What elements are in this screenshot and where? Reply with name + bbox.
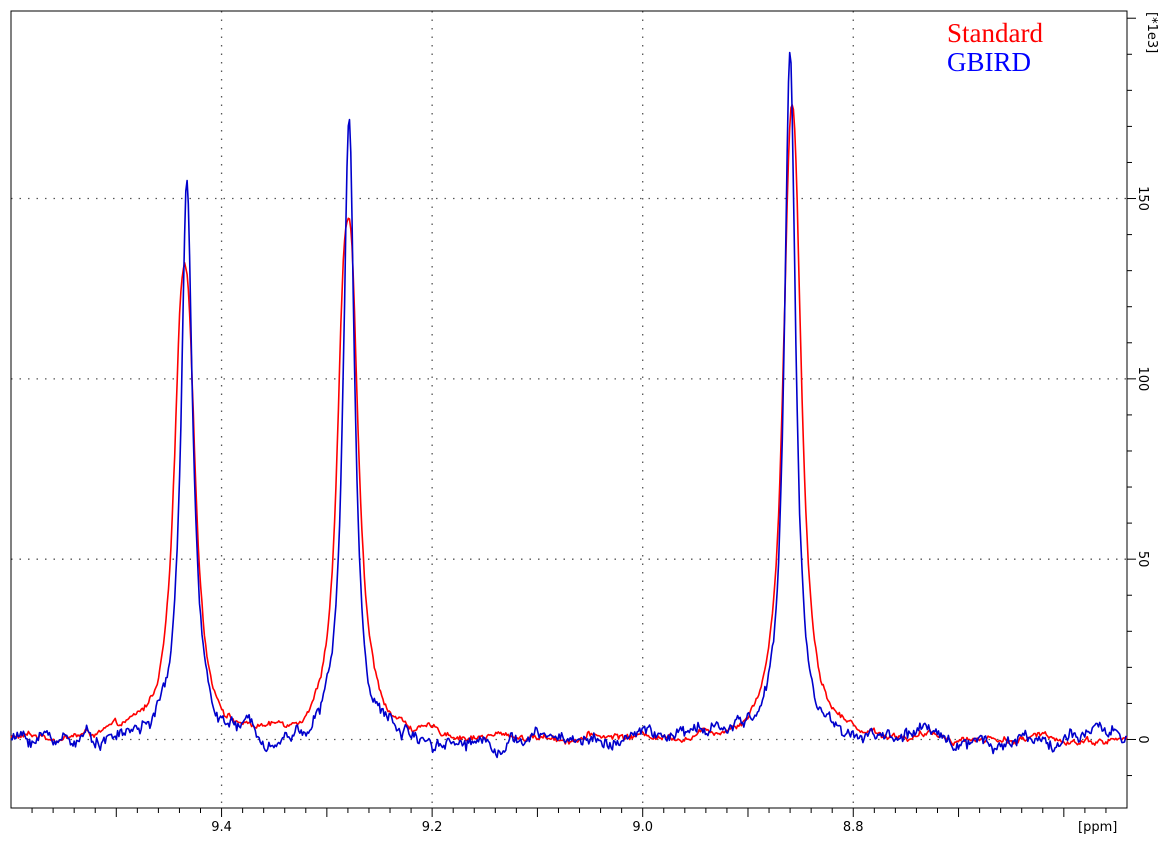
- axes: 9.4 9.2 9.0 8.8 0 50 100 150: [31, 17, 1150, 835]
- legend-label-standard: Standard: [947, 18, 1043, 48]
- legend-label-gbird: GBIRD: [947, 47, 1031, 77]
- x-tick-label: 9.4: [211, 820, 232, 835]
- grid: [11, 11, 1127, 808]
- x-tick-label: 8.8: [843, 820, 864, 835]
- y-tick-label: 100: [1135, 366, 1150, 391]
- plot-frame: [10, 10, 1128, 809]
- series-line-gbird: [10, 51, 1128, 759]
- y-tick-label: 150: [1135, 186, 1150, 211]
- series-layer: [10, 51, 1128, 759]
- series-line-standard: [10, 104, 1128, 747]
- y-tick-label: 0: [1135, 735, 1150, 743]
- x-axis-label: [ppm]: [1078, 820, 1117, 835]
- y-axis-label: [*1e3]: [1144, 12, 1159, 53]
- legend: Standard GBIRD: [947, 18, 1043, 77]
- x-tick-label: 9.0: [632, 820, 653, 835]
- y-tick-label: 50: [1135, 551, 1150, 568]
- x-tick-label: 9.2: [422, 820, 443, 835]
